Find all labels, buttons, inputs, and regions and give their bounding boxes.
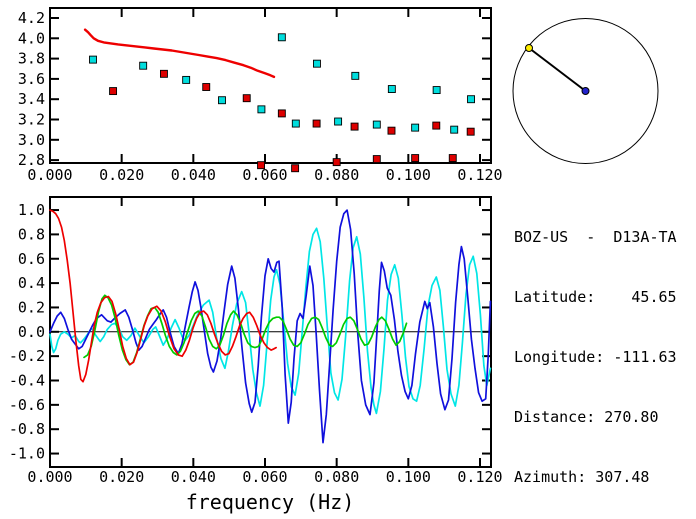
y-tick-label: -0.6 [9, 396, 45, 414]
y-tick-label: 3.4 [18, 90, 45, 108]
y-tick-label: 4.2 [18, 9, 45, 27]
azimuth-line-text: Azimuth: 307.48 [514, 468, 650, 486]
y-tick-label: 0.6 [18, 250, 45, 268]
y-tick-label: 3.6 [18, 70, 45, 88]
y-tick-label: 0.0 [18, 323, 45, 341]
cyan-group-velocity-measurements-marker [218, 96, 226, 105]
red-group-velocity-measurements-marker [291, 164, 300, 173]
cyan-correlation-trace [49, 227, 492, 415]
cyan-group-velocity-measurements-marker [89, 55, 97, 64]
cyan-group-velocity-measurements-marker [257, 105, 266, 114]
x-axis-title: frequency (Hz) [186, 490, 355, 514]
red-group-velocity-measurements-marker [202, 83, 211, 91]
red-group-velocity-measurements-marker [159, 69, 168, 78]
cyan-group-velocity-measurements-marker [411, 123, 420, 132]
red-group-velocity-measurements-marker [312, 119, 321, 128]
cyan-group-velocity-measurements-marker [139, 61, 148, 70]
x-tick-label: 0.060 [242, 468, 287, 486]
longitude-line: Longitude: -111.63 [514, 348, 677, 366]
station-pair-label: BOZ-US - D13A-TA [514, 228, 677, 246]
y-tick-label: 4.0 [18, 29, 45, 47]
dispersion-plot: 0.000 0.020 0.040 0.060 0.080 0.100 0.120 4.2 4.… [18, 7, 503, 184]
azimuth-line [528, 47, 587, 92]
cyan-group-velocity-measurements-marker [334, 117, 343, 126]
cyan-group-velocity-measurements-marker [277, 33, 286, 42]
cyan-group-velocity-measurements-marker [387, 85, 396, 94]
x-tick-label: 0.060 [242, 166, 287, 184]
x-tick-label: 0.020 [99, 468, 144, 486]
center-dot [581, 87, 590, 95]
red-group-velocity-measurements-marker [387, 126, 396, 135]
y-tick-label: 3.8 [18, 50, 45, 68]
y-tick-label: -1.0 [9, 445, 45, 463]
red-group-velocity-measurements-marker [257, 161, 266, 170]
blue-correlation-trace [49, 209, 492, 444]
y-tick-label: 1.0 [18, 201, 45, 219]
cyan-group-velocity-measurements-marker [450, 125, 459, 134]
y-tick-label: 3.0 [18, 131, 45, 149]
azimuth-marker-dot [525, 44, 533, 52]
red-model-trace [49, 209, 277, 383]
red-group-velocity-measurements-marker [466, 127, 475, 136]
y-tick-label: 0.4 [18, 274, 45, 292]
x-tick-label: 0.040 [171, 468, 216, 486]
y-tick-label: 0.8 [18, 225, 45, 243]
azimuth-compass [512, 18, 659, 164]
red-group-velocity-measurements-marker [432, 121, 441, 130]
x-tick-label: 0.100 [386, 166, 431, 184]
red-group-velocity-measurements-marker [372, 155, 381, 164]
cyan-group-velocity-measurements-marker [291, 119, 300, 128]
cyan-group-velocity-measurements-marker [313, 59, 321, 68]
x-tick-label: 0.120 [457, 166, 502, 184]
y-tick-label: -0.2 [9, 347, 45, 365]
x-tick-label: 0.000 [27, 468, 72, 486]
x-tick-label: 0.080 [314, 468, 359, 486]
plot-frame [49, 7, 492, 164]
y-tick-label: 0.2 [18, 298, 45, 316]
x-tick-label: 0.100 [386, 468, 431, 486]
x-tick-label: 0.000 [27, 166, 72, 184]
y-tick-label: 3.2 [18, 111, 45, 129]
latitude-line: Latitude: 45.65 [514, 288, 677, 306]
distance-line: Distance: 270.80 [514, 408, 659, 426]
cyan-group-velocity-measurements-marker [372, 120, 381, 129]
red-group-velocity-measurements-marker [448, 154, 457, 163]
y-tick-label: -0.8 [9, 420, 45, 438]
cyan-group-velocity-measurements-marker [467, 95, 475, 104]
cyan-group-velocity-measurements-marker [432, 86, 441, 95]
x-tick-label: 0.120 [457, 468, 502, 486]
red-group-velocity-measurements-marker [411, 154, 420, 163]
cyan-group-velocity-measurements-marker [351, 71, 360, 80]
cyan-group-velocity-measurements-marker [182, 75, 191, 84]
station-info: BOZ-US - D13A-TA Latitude: 45.65 Longitu… [514, 187, 677, 519]
red-group-velocity-measurements-marker [332, 158, 341, 167]
waveform-plot: 0.000 0.020 0.040 0.060 0.080 0.100 0.120 1.0 0.… [9, 196, 503, 486]
model-dispersion-curve [83, 28, 276, 79]
azimuth-circle [512, 18, 659, 164]
x-tick-label: 0.040 [171, 166, 216, 184]
x-tick-label: 0.080 [314, 166, 359, 184]
red-group-velocity-measurements-marker [109, 87, 118, 96]
y-tick-label: 2.8 [18, 151, 45, 169]
red-group-velocity-measurements-marker [350, 122, 359, 131]
y-tick-label: -0.4 [9, 372, 45, 390]
red-group-velocity-measurements-marker [277, 109, 286, 118]
red-group-velocity-measurements-marker [242, 94, 251, 103]
x-tick-label: 0.020 [99, 166, 144, 184]
